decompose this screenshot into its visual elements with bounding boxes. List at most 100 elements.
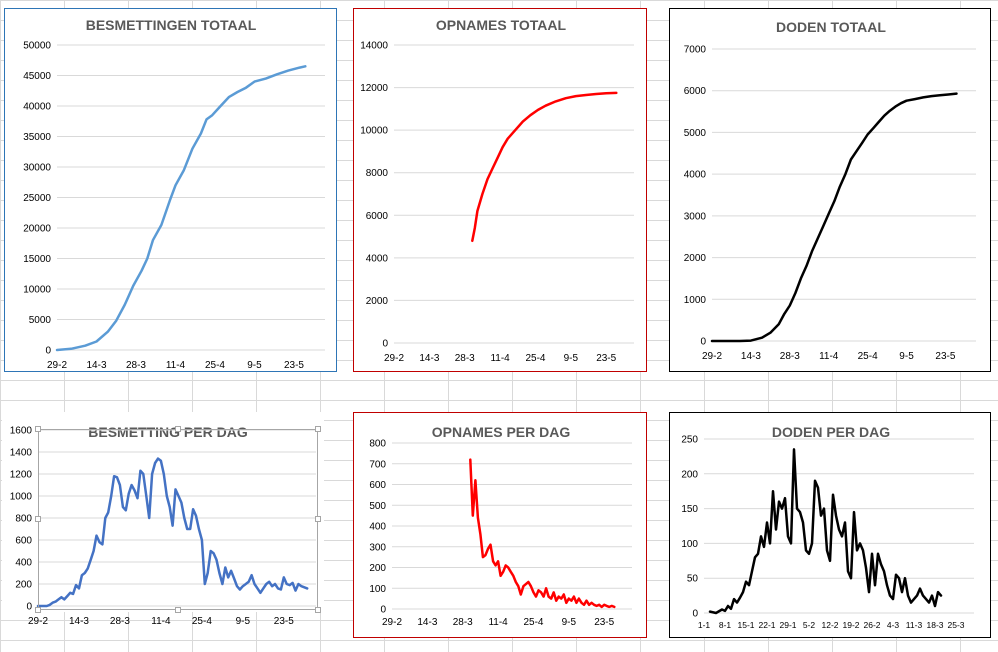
resize-handle-bottom-left[interactable] bbox=[35, 607, 41, 613]
chart-opnames-per-dag: OPNAMES PER DAG 0 100 200 300 400 500 600 700 800… bbox=[353, 412, 647, 638]
resize-handle-bottom-right[interactable] bbox=[315, 607, 321, 613]
x-tick-label: 11-3 bbox=[906, 620, 923, 630]
y-tick-label: 1600 bbox=[10, 426, 33, 437]
y-tick-label: 5000 bbox=[684, 128, 707, 139]
y-tick-label: 1200 bbox=[10, 470, 33, 481]
chart-title: OPNAMES TOTAAL bbox=[436, 17, 567, 33]
y-tick-label: 250 bbox=[681, 435, 698, 446]
resize-handle-mid-left[interactable] bbox=[35, 516, 41, 522]
x-tick-label: 28-3 bbox=[455, 353, 475, 364]
series-line bbox=[55, 65, 307, 352]
x-tick-label: 14-3 bbox=[741, 351, 761, 362]
chart-besmetting-per-dag[interactable]: BESMETTING PER DAG 0 200 400 600 800 1000 1200 1… bbox=[2, 412, 324, 627]
y-tick-label: 1000 bbox=[684, 295, 707, 306]
y-tick-label: 14000 bbox=[360, 41, 388, 52]
chart-title: BESMETTING PER DAG bbox=[88, 424, 248, 440]
x-tick-label: 28-3 bbox=[453, 617, 473, 628]
x-tick-label: 12-2 bbox=[821, 620, 838, 630]
y-tick-label: 2000 bbox=[684, 253, 707, 264]
x-tick-label: 29-1 bbox=[779, 620, 796, 630]
x-tick-label: 9-5 bbox=[236, 616, 251, 627]
x-tick-label: 9-5 bbox=[899, 351, 914, 362]
x-tick-label: 29-2 bbox=[382, 617, 402, 628]
y-tick-label: 600 bbox=[15, 536, 32, 547]
resize-handle-top-right[interactable] bbox=[315, 426, 321, 432]
x-tick-label: 23-5 bbox=[274, 616, 294, 627]
y-tick-label: 7000 bbox=[684, 45, 707, 56]
x-tick-label: 9-5 bbox=[247, 360, 262, 371]
y-tick-label: 10000 bbox=[360, 126, 388, 137]
y-tick-label: 4000 bbox=[366, 253, 389, 264]
x-tick-label: 4-3 bbox=[887, 620, 900, 630]
x-tick-label: 25-4 bbox=[192, 616, 212, 627]
resize-handle-top-mid[interactable] bbox=[175, 426, 181, 432]
x-tick-label: 25-4 bbox=[523, 617, 543, 628]
x-tick-label: 23-5 bbox=[596, 353, 616, 364]
y-tick-label: 3000 bbox=[684, 211, 707, 222]
x-tick-label: 19-2 bbox=[842, 620, 859, 630]
chart-svg: OPNAMES TOTAAL 0 2000 4000 6000 8000 10000 1200… bbox=[360, 17, 634, 364]
x-tick-label: 23-5 bbox=[594, 617, 614, 628]
x-tick-label: 8-1 bbox=[719, 620, 732, 630]
y-tick-label: 0 bbox=[45, 346, 51, 357]
series-line bbox=[708, 448, 943, 615]
selection-frame bbox=[38, 429, 318, 610]
chart-svg: DODEN PER DAG 0 50 100 150 200 250 1-1 8-1 15-1 22… bbox=[681, 424, 974, 630]
y-tick-label: 1400 bbox=[10, 448, 33, 459]
x-tick-label: 9-5 bbox=[562, 617, 577, 628]
x-tick-label: 25-4 bbox=[205, 360, 225, 371]
y-tick-label: 30000 bbox=[23, 163, 51, 174]
x-tick-label: 14-3 bbox=[69, 616, 89, 627]
series-line bbox=[469, 458, 616, 609]
y-tick-label: 100 bbox=[681, 539, 698, 550]
y-tick-label: 0 bbox=[692, 609, 698, 620]
chart-svg: BESMETTING PER DAG 0 200 400 600 800 1000 1200 1… bbox=[10, 424, 316, 627]
x-tick-label: 23-5 bbox=[935, 351, 955, 362]
x-tick-label: 11-4 bbox=[166, 360, 186, 371]
y-tick-label: 800 bbox=[15, 514, 32, 525]
y-tick-label: 6000 bbox=[684, 86, 707, 97]
y-tick-label: 1000 bbox=[10, 492, 33, 503]
x-tick-label: 29-2 bbox=[702, 351, 722, 362]
x-tick-label: 29-2 bbox=[384, 353, 404, 364]
chart-doden-per-dag: DODEN PER DAG 0 50 100 150 200 250 1-1 8-1 15-1 22… bbox=[669, 412, 991, 638]
x-tick-label: 14-3 bbox=[419, 353, 439, 364]
x-tick-label: 28-3 bbox=[110, 616, 130, 627]
chart-svg: BESMETTINGEN TOTAAL 0 5000 10000 15000 20000 2… bbox=[23, 17, 325, 371]
y-tick-label: 35000 bbox=[23, 132, 51, 143]
y-tick-label: 5000 bbox=[29, 315, 52, 326]
y-tick-label: 200 bbox=[15, 580, 32, 591]
y-tick-label: 150 bbox=[681, 504, 698, 515]
resize-handle-bottom-mid[interactable] bbox=[175, 607, 181, 613]
y-tick-label: 0 bbox=[700, 337, 706, 348]
x-tick-label: 14-3 bbox=[417, 617, 437, 628]
chart-title: OPNAMES PER DAG bbox=[432, 424, 571, 440]
resize-handle-top-left[interactable] bbox=[35, 426, 41, 432]
x-tick-label: 15-1 bbox=[737, 620, 754, 630]
y-tick-label: 50000 bbox=[23, 41, 51, 52]
x-tick-label: 29-2 bbox=[28, 616, 48, 627]
y-tick-label: 0 bbox=[382, 339, 388, 350]
y-tick-label: 6000 bbox=[366, 211, 389, 222]
y-tick-label: 0 bbox=[380, 605, 386, 616]
y-tick-label: 200 bbox=[369, 563, 386, 574]
series-line bbox=[471, 91, 618, 243]
y-tick-label: 400 bbox=[15, 558, 32, 569]
chart-title: DODEN PER DAG bbox=[772, 424, 890, 440]
x-tick-label: 14-3 bbox=[86, 360, 106, 371]
chart-doden-totaal: DODEN TOTAAL 0 1000 2000 3000 4000 5000 6000 700… bbox=[669, 8, 991, 372]
x-tick-label: 11-4 bbox=[819, 351, 839, 362]
y-tick-label: 0 bbox=[26, 602, 32, 613]
resize-handle-mid-right[interactable] bbox=[315, 516, 321, 522]
y-tick-label: 4000 bbox=[684, 170, 707, 181]
y-tick-label: 25000 bbox=[23, 193, 51, 204]
x-tick-label: 11-4 bbox=[151, 616, 171, 627]
x-tick-label: 1-1 bbox=[698, 620, 711, 630]
x-tick-label: 25-4 bbox=[858, 351, 878, 362]
series-line bbox=[710, 92, 958, 343]
y-tick-label: 8000 bbox=[366, 168, 389, 179]
y-tick-label: 10000 bbox=[23, 285, 51, 296]
x-tick-label: 28-3 bbox=[780, 351, 800, 362]
y-tick-label: 700 bbox=[369, 459, 386, 470]
y-tick-label: 20000 bbox=[23, 224, 51, 235]
